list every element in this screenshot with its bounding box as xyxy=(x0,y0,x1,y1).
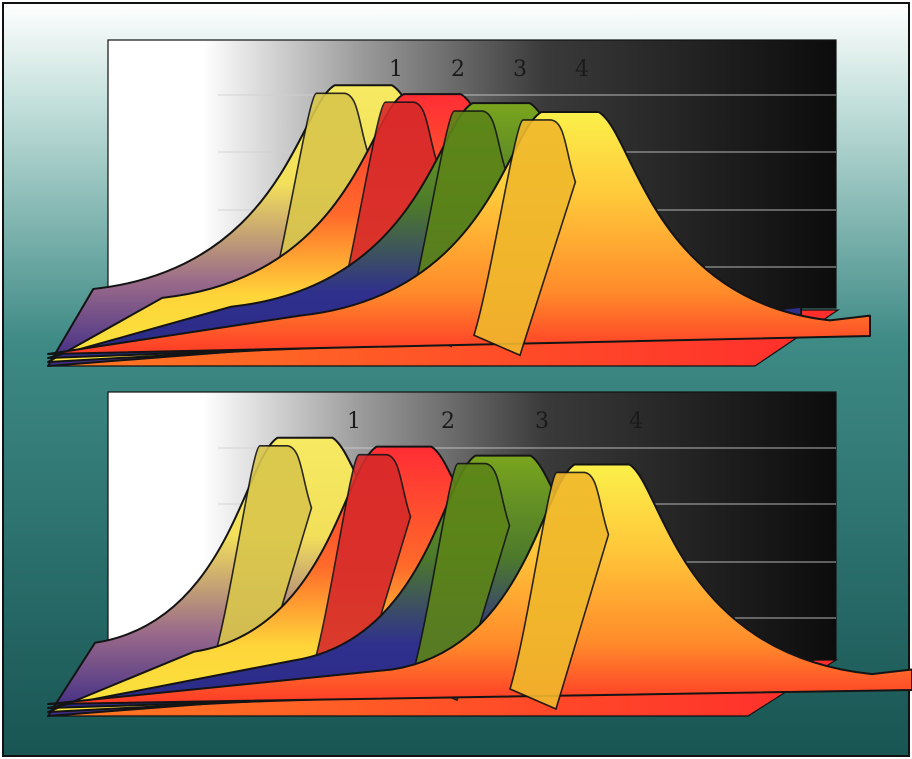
series-label-1: 1 xyxy=(389,57,403,82)
series-label-2: 2 xyxy=(441,409,455,434)
series-2-peak-face xyxy=(311,453,412,693)
series-4-peak-face xyxy=(473,119,577,357)
series-4-ribbon xyxy=(47,110,871,355)
series-label-2: 2 xyxy=(451,57,465,82)
series-4-peak-face xyxy=(509,471,610,711)
chart-panel-2: 1 2 3 4 xyxy=(46,391,912,717)
series-label-4: 4 xyxy=(629,409,643,434)
series-1-peak-face xyxy=(212,444,313,684)
series-3-peak-face xyxy=(410,462,511,702)
series-label-3: 3 xyxy=(535,409,549,434)
series-4-ribbon xyxy=(47,463,912,705)
series-label-3: 3 xyxy=(513,57,527,82)
series-label-1: 1 xyxy=(347,409,361,434)
series-label-4: 4 xyxy=(575,57,589,82)
chart-panel-1: 1 2 3 4 xyxy=(46,39,871,367)
